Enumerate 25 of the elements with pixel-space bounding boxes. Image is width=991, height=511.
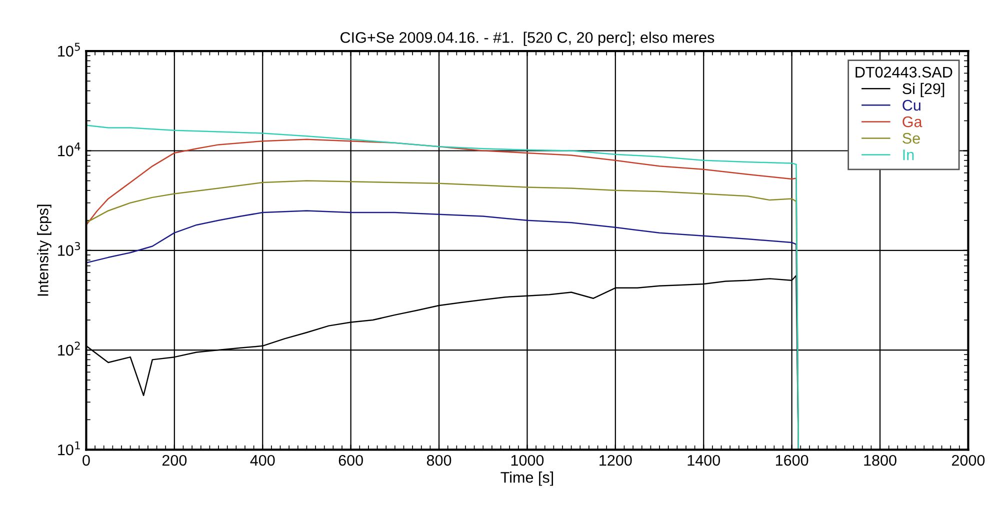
- chart-title: CIG+Se 2009.04.16. - #1. [520 C, 20 perc]; elso meres: [340, 32, 714, 46]
- x-tick-label: 1400: [688, 454, 720, 466]
- legend-label: Ga: [902, 116, 922, 128]
- x-tick-label: 2000: [952, 454, 985, 466]
- x-axis-title: Time [s]: [500, 472, 553, 486]
- legend-label: In: [903, 150, 914, 160]
- legend-label: Se: [902, 132, 920, 144]
- legend-label: Si [29]: [902, 82, 944, 98]
- y-tick-label: 10$^{4}$: [58, 142, 80, 156]
- y-axis-title: Intensity [cps]: [37, 204, 52, 296]
- x-tick-label: 1600: [776, 454, 808, 466]
- x-tick-label: 0: [82, 454, 90, 466]
- y-tick-label: 10$^{3}$: [58, 242, 80, 256]
- x-tick-label: 400: [250, 454, 275, 466]
- x-tick-label: 1800: [864, 454, 896, 466]
- x-tick-label: 200: [162, 454, 187, 466]
- legend-title: DT02443.SAD: [856, 66, 952, 78]
- x-tick-label: 600: [338, 454, 363, 466]
- x-tick-label: 800: [426, 454, 452, 466]
- legend-label: Cu: [902, 100, 920, 111]
- x-tick-label: 1000: [511, 454, 544, 466]
- x-tick-label: 1200: [600, 454, 632, 466]
- y-tick-label: 10$^{2}$: [58, 342, 80, 356]
- y-tick-label: 10$^{1}$: [58, 441, 80, 456]
- y-tick-label: 10$^{5}$: [58, 42, 80, 57]
